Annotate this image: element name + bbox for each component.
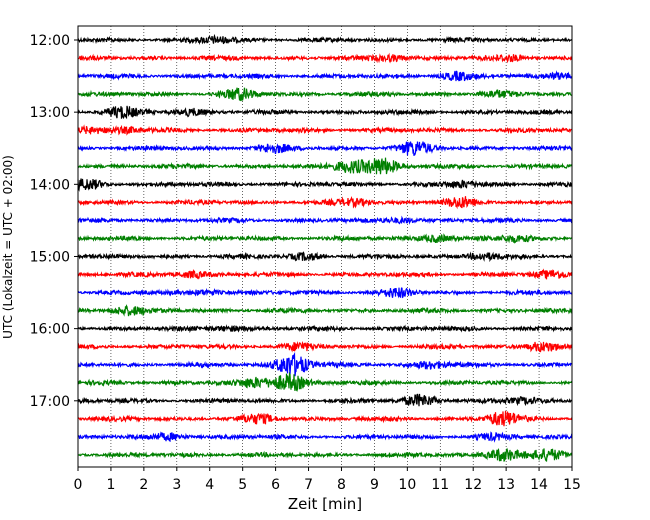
x-axis-ticks: 0 1 2 3 4 5 6 7 8 9 10 11 12 13 14 15 [74,467,581,493]
y-tick-label-1700: 17:00 [30,394,70,410]
trace-1730 [77,431,573,443]
x-tick-label-15: 15 [563,477,581,493]
trace-1330 [77,141,573,156]
y-tick-label-1200: 12:00 [30,33,70,49]
x-tick-label-10: 10 [398,477,416,493]
trace-1415 [77,195,573,210]
trace-1600 [77,324,573,334]
trace-1445 [77,233,573,244]
trace-1300 [77,105,573,120]
x-tick-label-0: 0 [74,477,83,493]
x-tick-label-11: 11 [431,477,449,493]
trace-1645 [77,371,573,392]
x-tick-label-14: 14 [530,477,548,493]
trace-1715 [77,410,573,427]
y-tick-label-1300: 13:00 [30,105,70,121]
trace-1700 [77,393,573,407]
x-tick-label-13: 13 [497,477,515,493]
trace-1230 [77,70,573,82]
y-tick-label-1600: 16:00 [30,322,70,338]
trace-1615 [77,340,573,353]
trace-1745 [77,447,573,462]
y-tick-label-1500: 15:00 [30,249,70,265]
trace-1245 [77,87,573,102]
x-tick-label-9: 9 [370,477,379,493]
x-tick-label-4: 4 [205,477,214,493]
trace-1215 [77,52,573,64]
x-tick-label-7: 7 [304,477,313,493]
trace-1500 [77,251,573,263]
trace-1545 [77,304,573,317]
x-axis-label: Zeit [min] [288,495,362,513]
trace-lines [77,33,573,462]
x-tick-label-2: 2 [139,477,148,493]
plot-frame [77,25,573,468]
x-tick-label-6: 6 [271,477,280,493]
trace-1530 [77,287,573,299]
trace-1630 [77,351,573,377]
trace-1515 [77,268,573,280]
x-tick-label-5: 5 [238,477,247,493]
trace-1400 [77,178,573,192]
y-tick-label-1400: 14:00 [30,177,70,193]
y-axis-label: UTC (Lokalzeit = UTC + 02:00) [1,155,15,339]
trace-1345 [77,157,573,175]
x-tick-label-3: 3 [172,477,181,493]
y-axis-ticks: 12:00 13:00 14:00 15:00 16:00 17:00 [30,33,78,410]
trace-1200 [77,33,573,45]
x-tick-label-1: 1 [106,477,115,493]
trace-1315 [77,124,573,136]
x-tick-label-8: 8 [337,477,346,493]
trace-1430 [77,215,573,225]
x-tick-label-12: 12 [464,477,482,493]
